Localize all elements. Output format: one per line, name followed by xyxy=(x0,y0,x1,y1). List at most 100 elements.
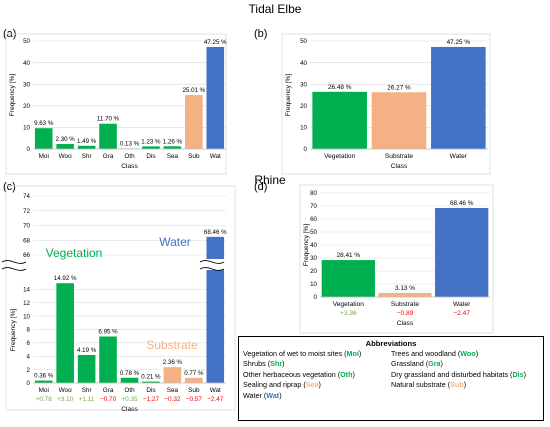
difference-label: +1.11 xyxy=(79,396,95,403)
bar-dis xyxy=(142,381,160,383)
abbreviation-code: Moi xyxy=(346,349,359,358)
y-tick-label: 30 xyxy=(300,81,307,88)
bar-dis xyxy=(142,146,160,149)
x-tick-label: Sub xyxy=(188,387,200,394)
abbreviation-entry-sea: Sealing and riprap (Sea) xyxy=(243,380,321,390)
y-tick-label: 6 xyxy=(27,340,31,347)
x-tick-label: Vegetation xyxy=(324,153,355,160)
axis-break-left xyxy=(1,260,27,271)
abbreviation-text: Sealing and riprap ( xyxy=(243,380,306,390)
x-axis-label: Class xyxy=(121,163,138,170)
data-label: 0.21 % xyxy=(141,374,161,381)
abbreviation-entry-oth: Other herbaceous vegetation (Oth) xyxy=(243,369,355,379)
difference-label: −0.89 xyxy=(397,310,414,317)
y-tick-label: 0 xyxy=(27,380,31,387)
y-tick-label: 4 xyxy=(27,353,31,360)
chart-frame xyxy=(299,184,494,334)
bar-wat-lower xyxy=(206,270,225,383)
bar-moi xyxy=(34,380,53,383)
y-tick-label: 70 xyxy=(23,223,30,230)
x-tick-label: Moi xyxy=(39,387,49,394)
data-label: 1.49 % xyxy=(77,138,97,145)
y-tick-label: 50 xyxy=(23,38,30,45)
data-label: 0.78 % xyxy=(120,370,140,377)
abbreviation-code: Wat xyxy=(266,390,280,400)
x-tick-label: Dis xyxy=(146,153,155,160)
data-label: 0.36 % xyxy=(34,373,54,380)
y-tick-label: 20 xyxy=(23,103,30,110)
abbreviation-text: Grassland ( xyxy=(391,359,429,369)
data-label: 68.46 % xyxy=(450,200,474,207)
data-label: 3.13 % xyxy=(395,285,415,292)
x-axis-label: Class xyxy=(391,163,408,170)
x-tick-label: Vegetation xyxy=(333,301,364,308)
chart-frame xyxy=(5,33,227,175)
x-tick-label: Sea xyxy=(167,387,179,394)
abbreviation-text: Dry grassland and disturbed habitats ( xyxy=(391,369,513,379)
bar-substrate xyxy=(371,92,427,149)
data-label: 9.63 % xyxy=(34,120,54,127)
y-tick-label: 30 xyxy=(23,81,30,88)
y-tick-label: 10 xyxy=(23,313,30,320)
y-tick-label: 20 xyxy=(310,268,317,275)
axis-break-right xyxy=(199,260,225,271)
y-tick-label: 60 xyxy=(310,216,317,223)
difference-label: −0.70 xyxy=(100,396,117,403)
abbreviation-entry-moi: Vegetation of wet to moist sites (Moi) xyxy=(243,349,362,358)
annotation-substrate: Substrate xyxy=(146,338,198,352)
abbreviation-code: Sub xyxy=(450,380,464,390)
abbreviation-entry-wat: Water (Wat) xyxy=(243,390,282,400)
y-tick-label: 0 xyxy=(314,294,318,301)
y-tick-label: 2 xyxy=(27,367,31,374)
abbreviations-left-column: Vegetation of wet to moist sites (Moi) Sh… xyxy=(243,349,391,401)
abbreviation-text: Natural substrate ( xyxy=(391,380,451,390)
data-label: 6.95 % xyxy=(98,329,118,336)
abbreviation-text: Trees and woodland ( xyxy=(391,349,461,358)
panel-letter-d: (d) xyxy=(254,181,267,193)
y-axis-label: Frequency [%] xyxy=(303,224,310,267)
y-tick-label: 80 xyxy=(310,190,317,197)
y-tick-label: 12 xyxy=(23,300,30,307)
abbreviation-code: Oth xyxy=(340,369,353,379)
data-label: 47.25 % xyxy=(447,39,471,46)
bar-woo xyxy=(56,283,74,383)
panel-letter-b: (b) xyxy=(254,28,267,40)
y-tick-label: 40 xyxy=(23,60,30,67)
x-tick-label: Sea xyxy=(167,153,179,160)
data-label: 28.41 % xyxy=(337,252,361,259)
bar-sea xyxy=(163,146,182,149)
x-tick-label: Substrate xyxy=(391,301,420,308)
difference-label: +3.36 xyxy=(340,310,357,317)
bar-vegetation xyxy=(321,260,375,297)
difference-label: −0.57 xyxy=(186,396,203,403)
y-tick-label: 50 xyxy=(310,229,317,236)
abbreviation-entry-woo: Trees and woodland (Woo) xyxy=(391,349,479,358)
y-tick-label: 14 xyxy=(23,287,30,294)
abbreviation-entry-sub: Natural substrate (Sub) xyxy=(391,380,467,390)
y-tick-label: 20 xyxy=(300,103,307,110)
x-tick-label: Gra xyxy=(103,153,114,160)
data-label: 2.30 % xyxy=(56,136,76,143)
bar-oth xyxy=(120,377,139,383)
x-tick-label: Oth xyxy=(124,153,135,160)
data-label: 1.23 % xyxy=(141,138,161,145)
y-tick-label: 72 xyxy=(23,208,30,215)
abbreviation-text: Water ( xyxy=(243,390,267,400)
data-label: 14.92 % xyxy=(54,275,77,282)
y-tick-label: 10 xyxy=(23,125,30,132)
annotation-vegetation: Vegetation xyxy=(46,246,103,260)
abbreviation-entry-dis: Dry grassland and disturbed habitats (Di… xyxy=(391,369,527,379)
abbreviation-code: Gra xyxy=(428,359,441,369)
difference-label: −1.27 xyxy=(143,396,160,403)
y-tick-label: 50 xyxy=(300,38,307,45)
bar-water xyxy=(435,208,489,297)
y-tick-label: 30 xyxy=(310,255,317,262)
y-tick-label: 40 xyxy=(310,242,317,249)
y-tick-label: 70 xyxy=(310,203,317,210)
y-tick-label: 0 xyxy=(27,146,31,153)
title-elbe: Tidal Elbe xyxy=(249,2,302,16)
bar-shr xyxy=(77,354,96,383)
abbreviation-text: Vegetation of wet to moist sites ( xyxy=(243,349,347,358)
x-tick-label: Gra xyxy=(103,387,114,394)
